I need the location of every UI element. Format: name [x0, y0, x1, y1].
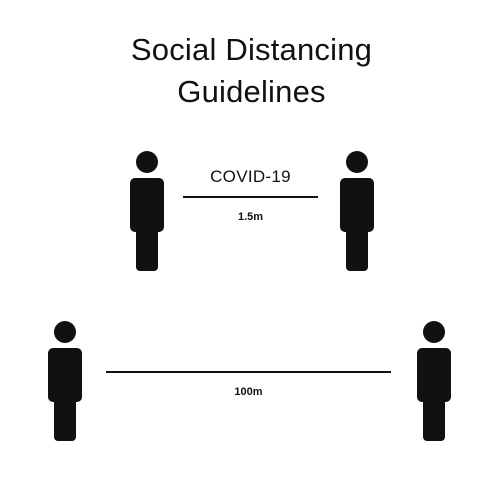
title-line-2: Guidelines — [177, 74, 326, 109]
distance-line-long — [106, 371, 391, 373]
distance-label-long: 100m — [234, 386, 263, 398]
person-icon — [337, 151, 377, 271]
person-icon — [45, 321, 85, 441]
distance-line-short — [183, 196, 318, 198]
title-line-1: Social Distancing — [130, 32, 373, 67]
covid-label: COVID-19 — [210, 167, 291, 186]
distance-label-short: 1.5m — [237, 211, 264, 223]
person-icon — [414, 321, 454, 441]
person-icon — [127, 151, 167, 271]
